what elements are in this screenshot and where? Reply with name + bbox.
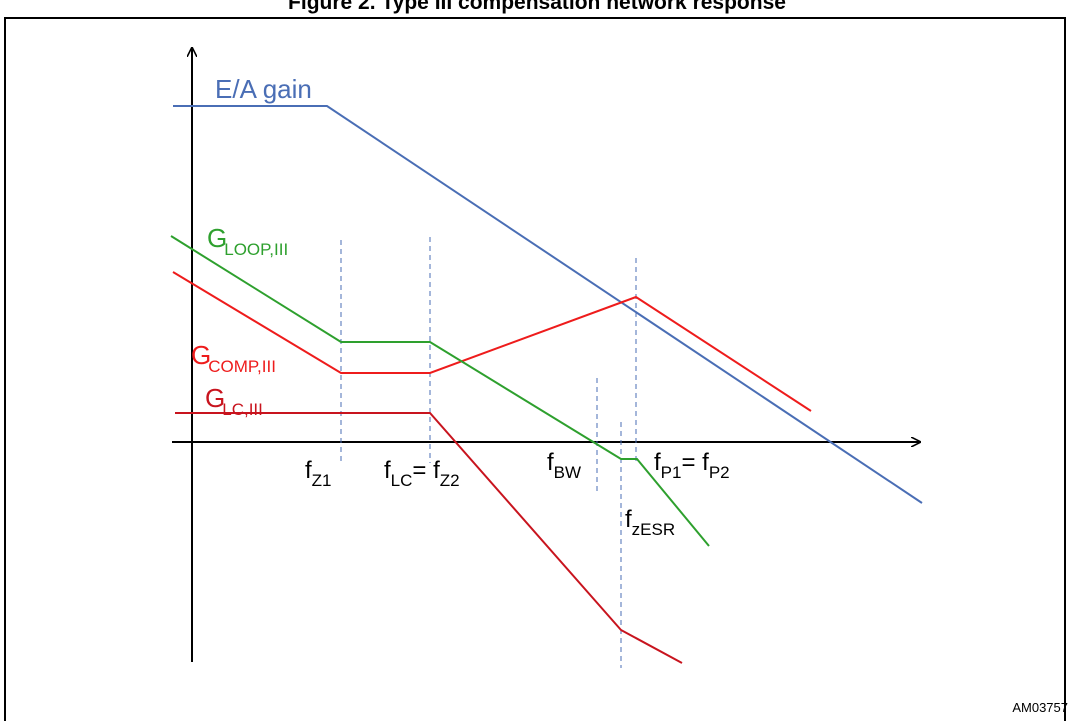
fz1-label: fZ1 xyxy=(305,457,332,490)
g-lc-label-sub: LC,III xyxy=(222,400,263,419)
g-loop-curve xyxy=(170,235,710,547)
g-lc-curve xyxy=(175,412,683,664)
g-comp-label-sub: COMP,III xyxy=(208,357,276,376)
fzesr-label: fzESR xyxy=(625,506,675,539)
g-loop-label-sub: LOOP,III xyxy=(224,240,288,259)
g-comp-curve xyxy=(172,271,812,412)
g-lc-label: GLC,III xyxy=(205,383,263,419)
figure-title: Figure 2. Type III compensation network … xyxy=(288,0,786,14)
figure-title-strip: Figure 2. Type III compensation network … xyxy=(0,0,1074,17)
g-comp-label: GCOMP,III xyxy=(191,340,276,376)
fbw-label: fBW xyxy=(547,449,581,482)
figure-frame xyxy=(4,17,1066,721)
g-loop-label-main: G xyxy=(207,223,227,253)
g-lc-label-main: G xyxy=(205,383,225,413)
g-loop-label: GLOOP,III xyxy=(207,223,288,259)
ea-gain-label: E/A gain xyxy=(215,74,312,104)
ea-gain-curve xyxy=(173,105,923,504)
flc-fz2-label: fLC= fZ2 xyxy=(384,457,460,490)
g-comp-label-main: G xyxy=(191,340,211,370)
figure-id: AM03757 xyxy=(1012,700,1068,715)
fp1-fp2-label: fP1= fP2 xyxy=(654,449,730,482)
